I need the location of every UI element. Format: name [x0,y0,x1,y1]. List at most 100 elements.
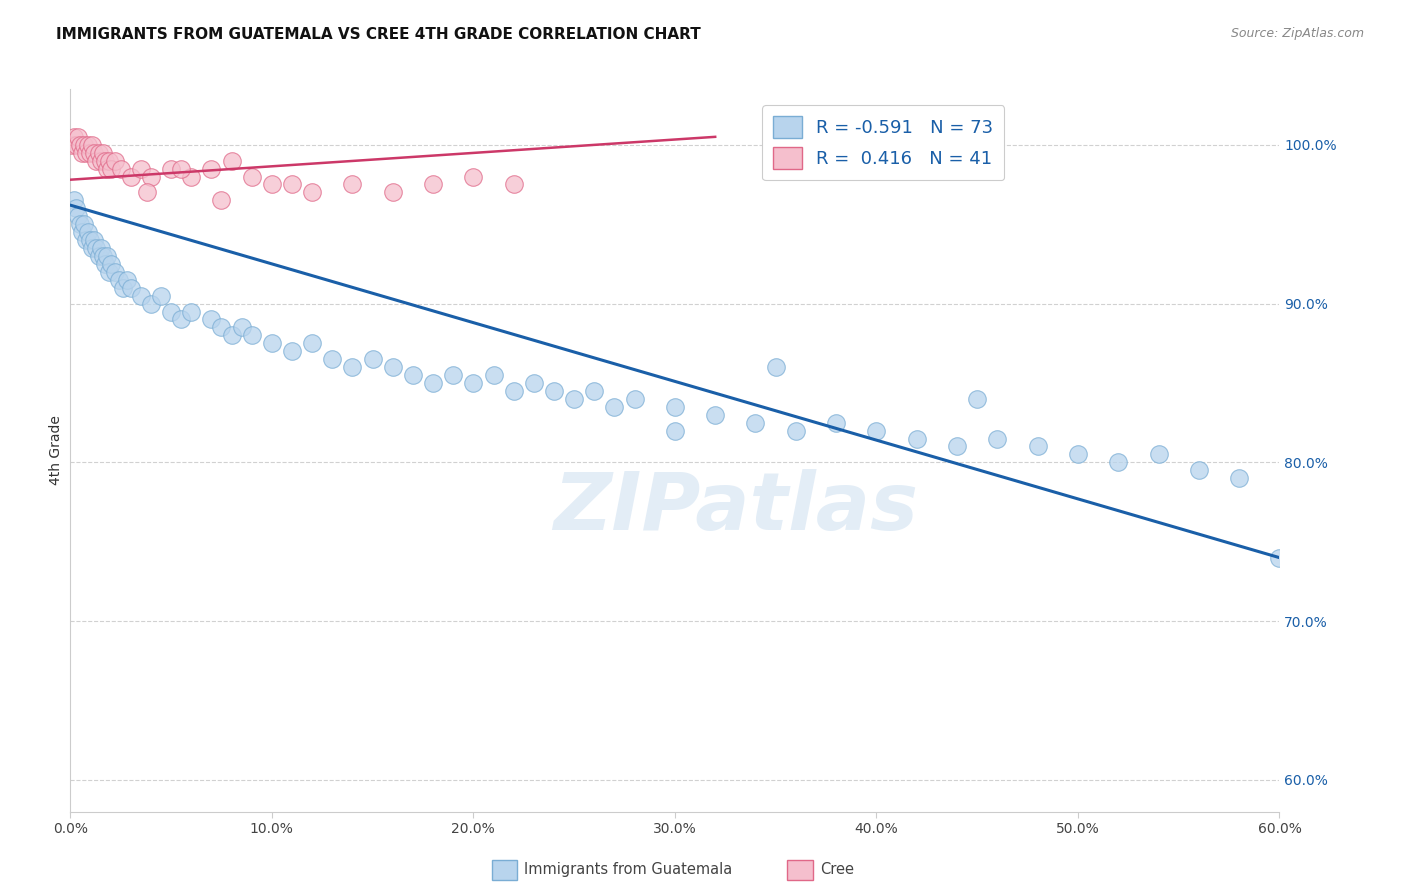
Point [441,368,464,382]
Point [75,145,97,160]
Point [301,186,323,200]
Point [240,328,263,343]
Point [543,384,565,398]
Text: IMMIGRANTS FROM GUATEMALA VS CREE 4TH GRADE CORRELATION CHART: IMMIGRANTS FROM GUATEMALA VS CREE 4TH GR… [56,27,702,42]
Point [200,161,222,176]
Point [79,145,101,160]
Point [342,178,364,192]
Point [91,249,114,263]
Point [260,336,283,351]
Point [583,384,606,398]
Point [135,186,157,200]
Point [240,169,263,184]
Point [120,169,142,184]
Point [482,368,505,382]
Point [86,153,108,168]
Point [664,424,686,438]
Point [139,296,162,310]
Point [115,273,138,287]
Point [1026,440,1049,454]
Point [110,161,132,176]
Y-axis label: 4th Grade: 4th Grade [49,416,63,485]
Point [69,137,91,152]
Point [77,225,100,239]
Point [67,129,90,144]
Point [502,178,524,192]
Point [97,265,120,279]
Point [93,153,115,168]
Point [150,288,173,302]
Point [381,360,404,375]
Point [865,424,887,438]
Point [73,137,96,152]
Point [704,408,727,422]
Legend: R = -0.591   N = 73, R =  0.416   N = 41: R = -0.591 N = 73, R = 0.416 N = 41 [762,105,1004,180]
Point [562,392,585,406]
Point [1188,463,1211,477]
Point [63,129,86,144]
Point [120,281,142,295]
Point [1227,471,1250,485]
Point [744,416,766,430]
Point [170,161,193,176]
Point [97,153,120,168]
Point [91,145,114,160]
Point [67,209,90,223]
Point [966,392,988,406]
Point [86,241,108,255]
Point [502,384,524,398]
Point [77,137,100,152]
Point [96,249,118,263]
Text: Cree: Cree [820,863,853,877]
Point [104,153,127,168]
Point [463,376,485,390]
Point [79,233,101,247]
Point [160,161,183,176]
Point [603,400,626,414]
Point [260,178,283,192]
Point [623,392,645,406]
Point [93,257,115,271]
Point [82,137,104,152]
Point [96,161,118,176]
Point [111,281,134,295]
Point [361,352,384,367]
Text: ZIPatlas: ZIPatlas [553,469,918,548]
Point [170,312,193,326]
Point [129,288,152,302]
Point [83,145,105,160]
Point [200,312,222,326]
Point [72,225,94,239]
Point [90,153,111,168]
Point [211,194,233,208]
Point [664,400,686,414]
Point [83,233,105,247]
Point [65,202,87,216]
Point [765,360,787,375]
Point [211,320,233,334]
Text: Immigrants from Guatemala: Immigrants from Guatemala [524,863,733,877]
Point [402,368,425,382]
Point [72,145,94,160]
Point [180,304,202,318]
Point [231,320,253,334]
Point [221,153,243,168]
Point [82,241,104,255]
Point [422,178,444,192]
Point [65,137,87,152]
Point [100,257,122,271]
Point [100,161,122,176]
Point [69,217,91,231]
Point [523,376,546,390]
Point [104,265,127,279]
Point [946,440,969,454]
Point [281,178,304,192]
Point [75,233,97,247]
Point [73,217,96,231]
Point [422,376,444,390]
Point [463,169,485,184]
Point [321,352,343,367]
Point [986,432,1008,446]
Point [60,137,83,152]
Point [63,194,86,208]
